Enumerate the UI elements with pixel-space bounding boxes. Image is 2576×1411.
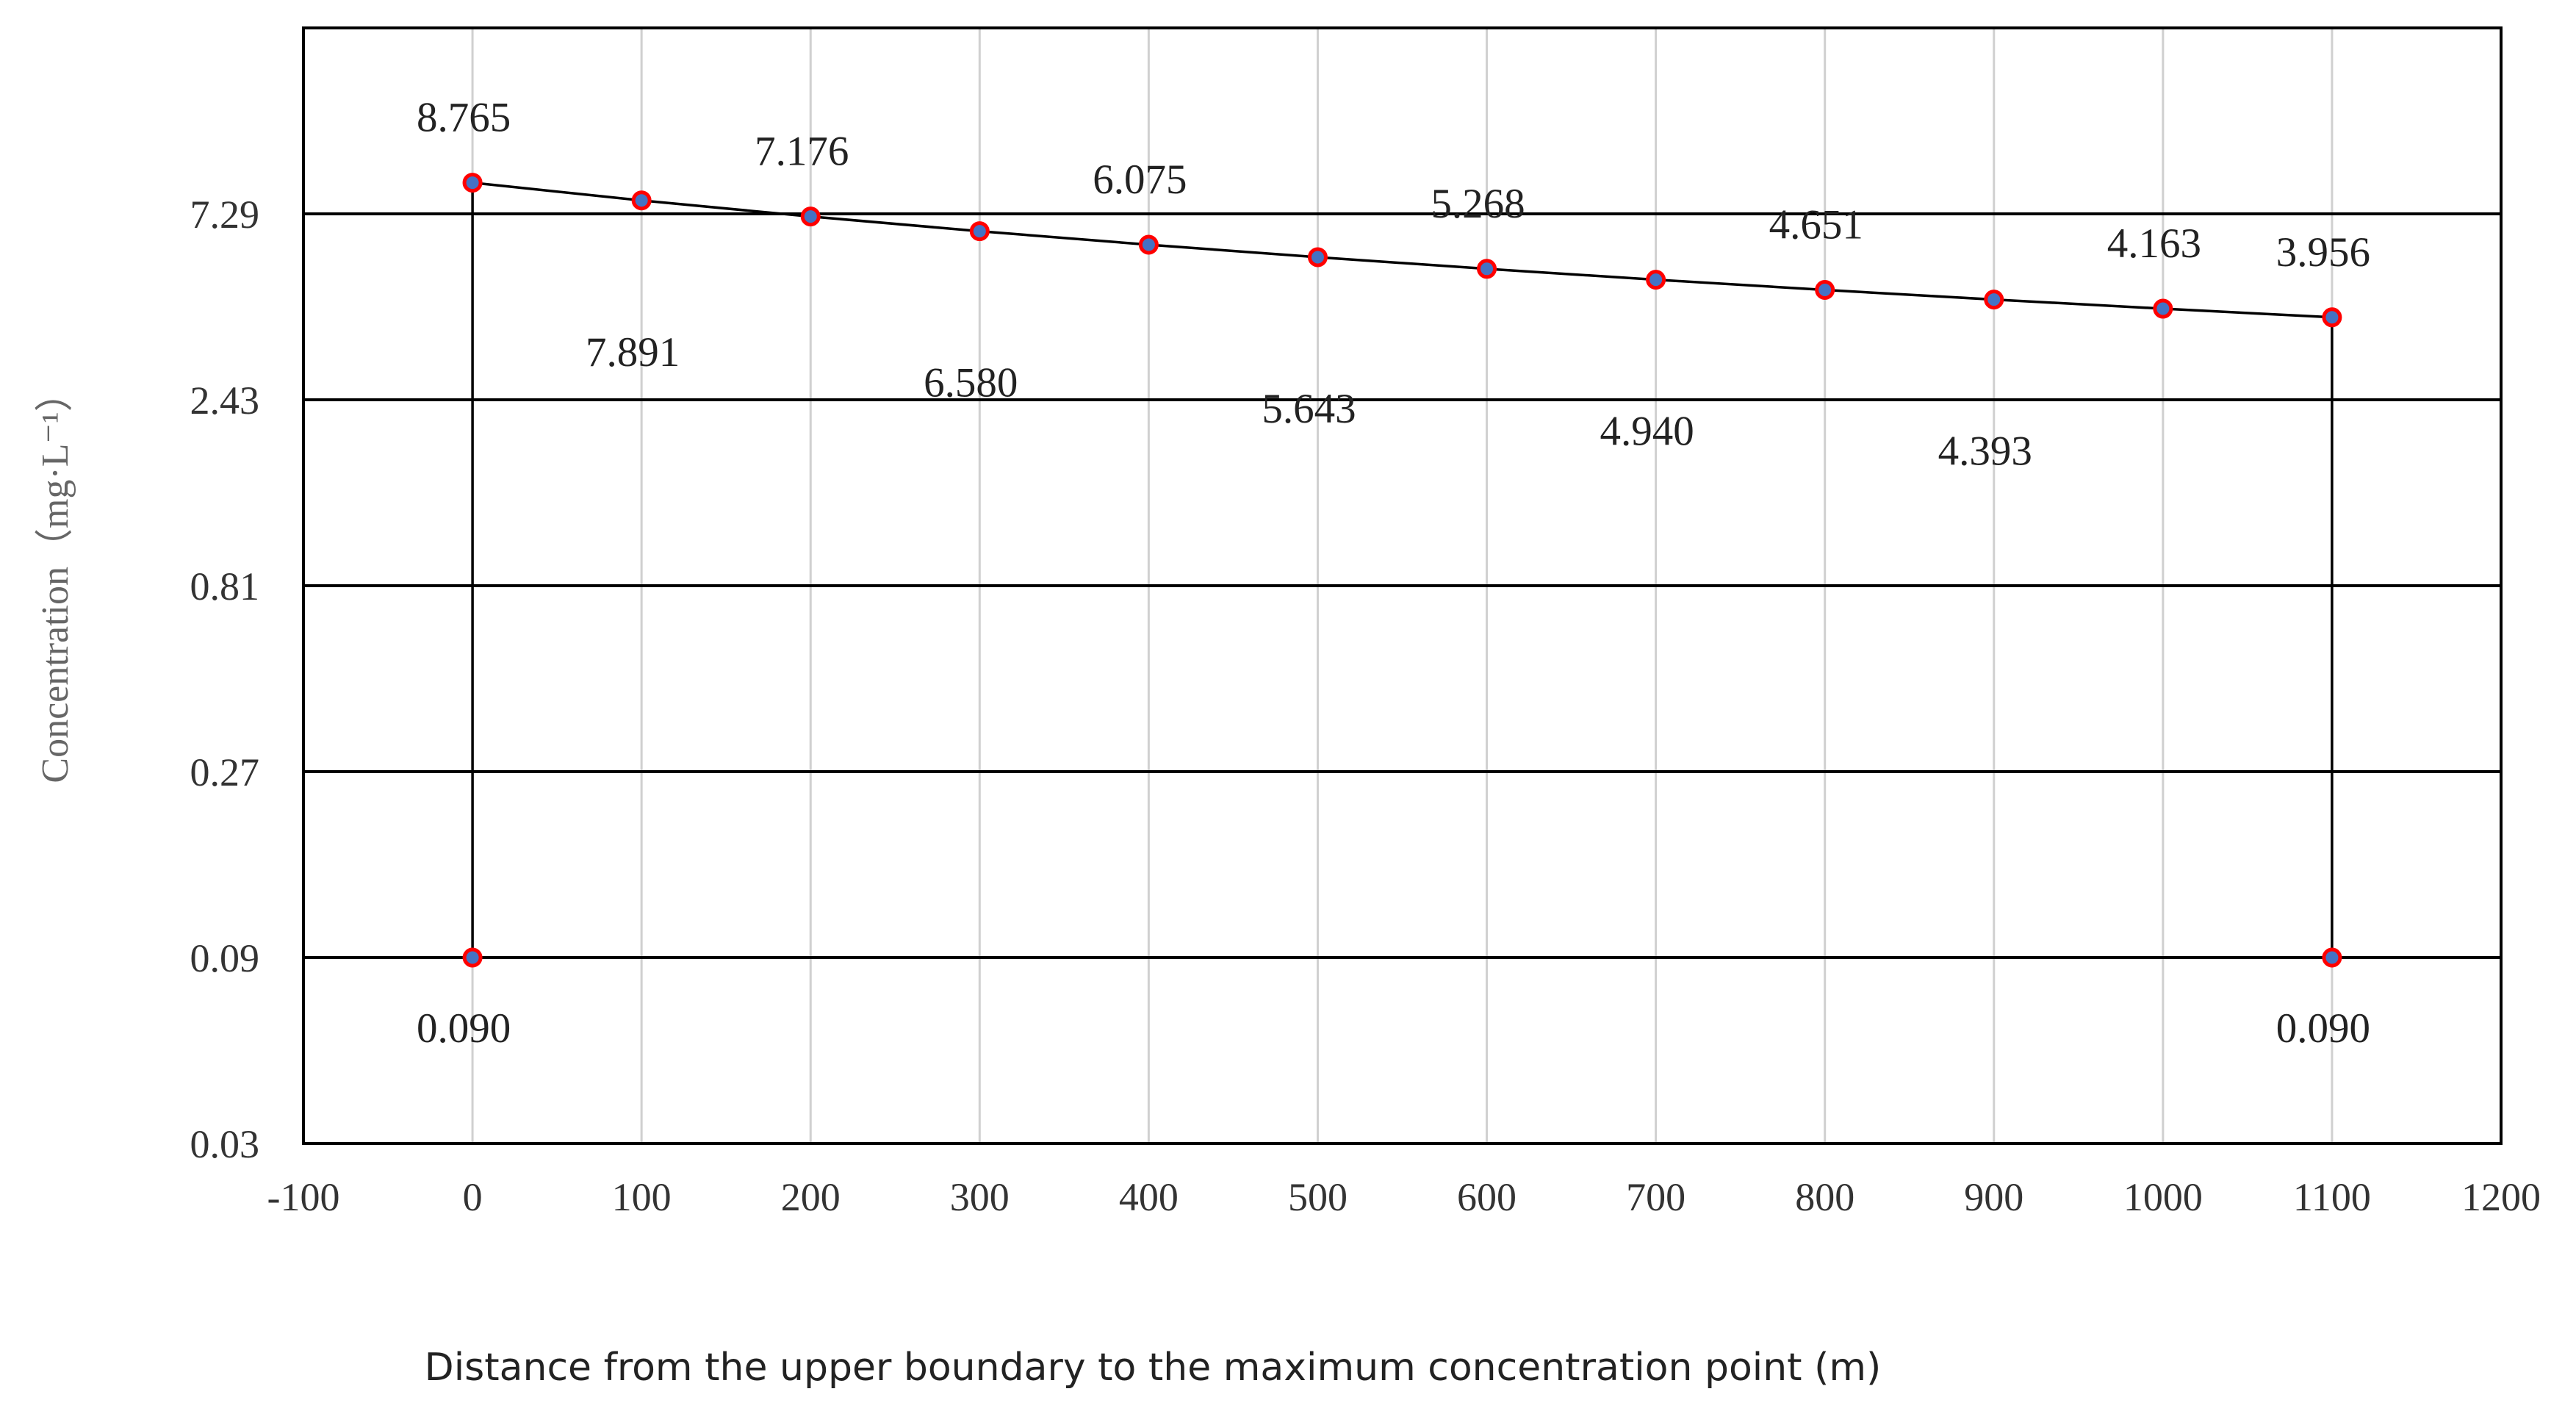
data-point-marker bbox=[462, 947, 483, 968]
x-tick-labels: -100 0 100 200 300 400 500 600 700 800 900 1000 1100… bbox=[267, 1175, 2541, 1219]
x-tick-label: 400 bbox=[1119, 1175, 1179, 1219]
data-point-marker bbox=[969, 221, 990, 242]
x-tick-label: 1100 bbox=[2293, 1175, 2371, 1219]
horizontal-gridlines bbox=[303, 212, 2501, 959]
x-tick-label: 800 bbox=[1795, 1175, 1854, 1219]
data-value-label: 7.891 bbox=[586, 329, 680, 376]
y-tick-label: 0.81 bbox=[190, 564, 260, 608]
x-tick-label: 1200 bbox=[2461, 1175, 2541, 1219]
x-tick-label: 200 bbox=[781, 1175, 841, 1219]
data-point-marker bbox=[800, 207, 821, 227]
data-markers bbox=[462, 173, 2342, 968]
data-labels: 8.765 7.891 7.176 6.580 6.075 5.643 5.268 4.940… bbox=[417, 95, 2370, 1052]
x-tick-label: 100 bbox=[612, 1175, 672, 1219]
data-value-label: 5.268 bbox=[1431, 181, 1525, 227]
data-value-label: 8.765 bbox=[417, 95, 511, 141]
data-point-marker bbox=[2153, 298, 2173, 319]
y-tick-label: 0.27 bbox=[190, 750, 260, 794]
concentration-line bbox=[472, 181, 2332, 319]
data-value-label: 4.163 bbox=[2107, 220, 2201, 267]
data-value-label: 3.956 bbox=[2276, 229, 2370, 276]
data-point-marker bbox=[631, 190, 652, 211]
data-point-marker bbox=[2322, 947, 2342, 968]
data-value-label: 4.393 bbox=[1938, 428, 2032, 475]
y-tick-label: 2.43 bbox=[190, 378, 260, 423]
x-tick-label: 600 bbox=[1457, 1175, 1517, 1219]
data-point-marker bbox=[2322, 307, 2342, 328]
x-tick-label: 900 bbox=[1964, 1175, 2023, 1219]
x-tick-label: 1000 bbox=[2123, 1175, 2203, 1219]
data-value-label: 6.075 bbox=[1093, 157, 1187, 203]
data-value-label: 4.651 bbox=[1769, 201, 1863, 248]
data-point-marker bbox=[462, 173, 483, 193]
y-tick-label: 7.29 bbox=[190, 193, 260, 237]
data-point-marker bbox=[1477, 259, 1497, 279]
data-point-marker bbox=[1646, 270, 1666, 290]
data-value-label: 4.940 bbox=[1600, 409, 1694, 455]
y-axis-title: Concentration（mg·L⁻¹） bbox=[35, 373, 76, 783]
series-lines bbox=[471, 181, 2334, 958]
x-tick-label: 300 bbox=[950, 1175, 1010, 1219]
x-tick-label: -100 bbox=[267, 1175, 340, 1219]
data-point-marker bbox=[1815, 279, 1835, 300]
data-point-marker bbox=[1307, 247, 1328, 268]
x-tick-label: 700 bbox=[1626, 1175, 1685, 1219]
data-value-label: 7.176 bbox=[755, 129, 849, 175]
data-value-label: 5.643 bbox=[1262, 386, 1356, 432]
data-value-label: 0.090 bbox=[417, 1005, 511, 1052]
x-tick-label: 500 bbox=[1288, 1175, 1348, 1219]
y-tick-labels: 0.03 0.09 0.27 0.81 2.43 7.29 bbox=[190, 193, 260, 1166]
plot-area-frame bbox=[302, 26, 2503, 1145]
x-axis-title: Distance from the upper boundary to the … bbox=[425, 1346, 1882, 1390]
data-value-label: 6.580 bbox=[924, 360, 1018, 406]
y-tick-label: 0.03 bbox=[190, 1122, 260, 1166]
data-point-marker bbox=[1138, 234, 1159, 255]
data-point-marker bbox=[1984, 290, 2004, 310]
data-value-label: 0.090 bbox=[2276, 1005, 2370, 1052]
y-tick-label: 0.09 bbox=[190, 936, 260, 980]
x-tick-label: 0 bbox=[463, 1175, 483, 1219]
